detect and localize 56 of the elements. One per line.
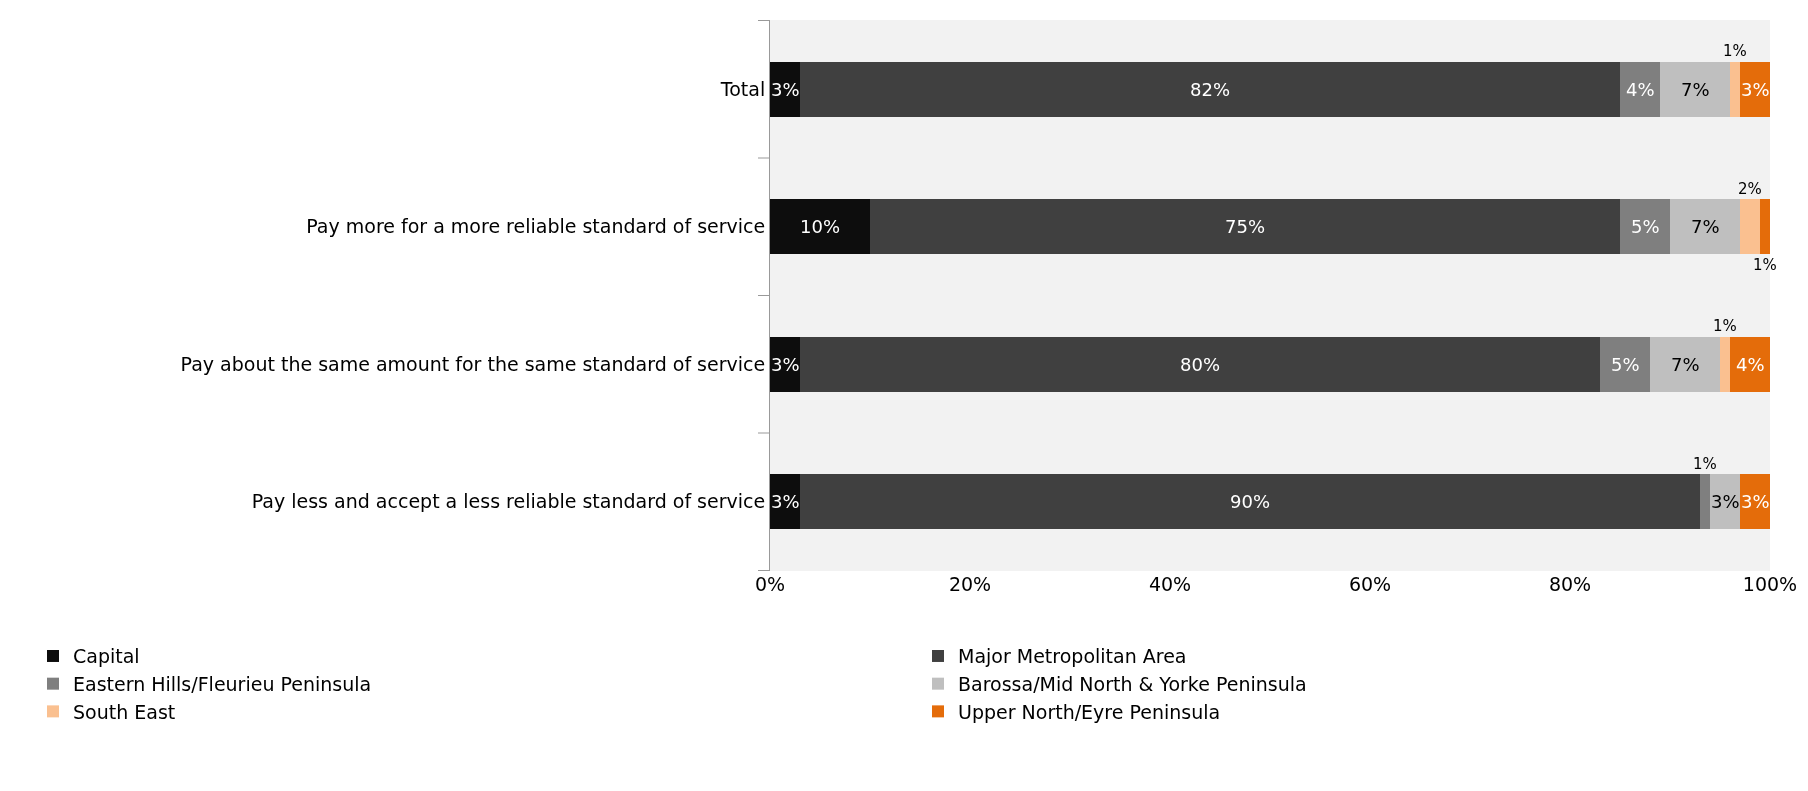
legend-label: Upper North/Eyre Peninsula (958, 700, 1221, 723)
y-tick-label: Pay more for a more reliable standard of service (306, 215, 766, 238)
legend-label: South East (73, 700, 176, 723)
bar (1720, 336, 1730, 392)
bar (1760, 199, 1770, 255)
x-tick-label: 80% (1548, 573, 1592, 595)
legend-label: Capital (73, 645, 140, 668)
data-label: 5% (1611, 354, 1640, 375)
x-tick-label: 20% (948, 573, 992, 595)
data-label: 1% (1753, 256, 1777, 274)
bar (870, 199, 1620, 255)
data-label: 90% (1230, 491, 1271, 512)
x-tick-label: 100% (1742, 573, 1798, 595)
legend-label: Major Metropolitan Area (958, 645, 1187, 668)
data-label: 75% (1225, 216, 1266, 237)
y-tick-label: Total (719, 77, 766, 100)
y-tick-label: Pay about the same amount for the same standard of service (180, 352, 766, 375)
data-label: 80% (1180, 354, 1221, 375)
data-label: 7% (1691, 216, 1720, 237)
bar (800, 336, 1600, 392)
bar (1730, 61, 1740, 117)
x-tick-label: 0% (754, 573, 786, 595)
data-label: 1% (1723, 42, 1747, 60)
bar (800, 61, 1620, 117)
x-tick-label: 60% (1348, 573, 1392, 595)
data-label: 3% (771, 491, 800, 512)
bar (1660, 61, 1730, 117)
data-label: 3% (1741, 79, 1770, 100)
data-label: 4% (1736, 354, 1765, 375)
bar (1650, 336, 1720, 392)
data-label: 3% (1741, 491, 1770, 512)
bar (1730, 336, 1770, 392)
data-label: 1% (1713, 317, 1737, 335)
data-label: 10% (800, 216, 841, 237)
bar (1670, 199, 1740, 255)
bar (1600, 336, 1650, 392)
data-label: 2% (1738, 180, 1762, 198)
data-label: 3% (1711, 491, 1740, 512)
bar (1740, 199, 1760, 255)
bar (770, 199, 870, 255)
data-label: 5% (1631, 216, 1660, 237)
data-label: 7% (1681, 79, 1710, 100)
data-label: 82% (1190, 79, 1231, 100)
data-label: 1% (1693, 455, 1717, 473)
data-label: 4% (1626, 79, 1655, 100)
legend-label: Barossa/Mid North & Yorke Peninsula (958, 673, 1307, 696)
x-tick-label: 40% (1148, 573, 1192, 595)
legend-label: Eastern Hills/Fleurieu Peninsula (73, 673, 372, 696)
y-tick-label: Pay less and accept a less reliable standard of service (251, 490, 766, 513)
data-label: 3% (771, 79, 800, 100)
bar (800, 474, 1700, 530)
bar (1620, 61, 1660, 117)
data-label: 7% (1671, 354, 1700, 375)
bar (1620, 199, 1670, 255)
data-label: 3% (771, 354, 800, 375)
bar (1700, 474, 1710, 530)
